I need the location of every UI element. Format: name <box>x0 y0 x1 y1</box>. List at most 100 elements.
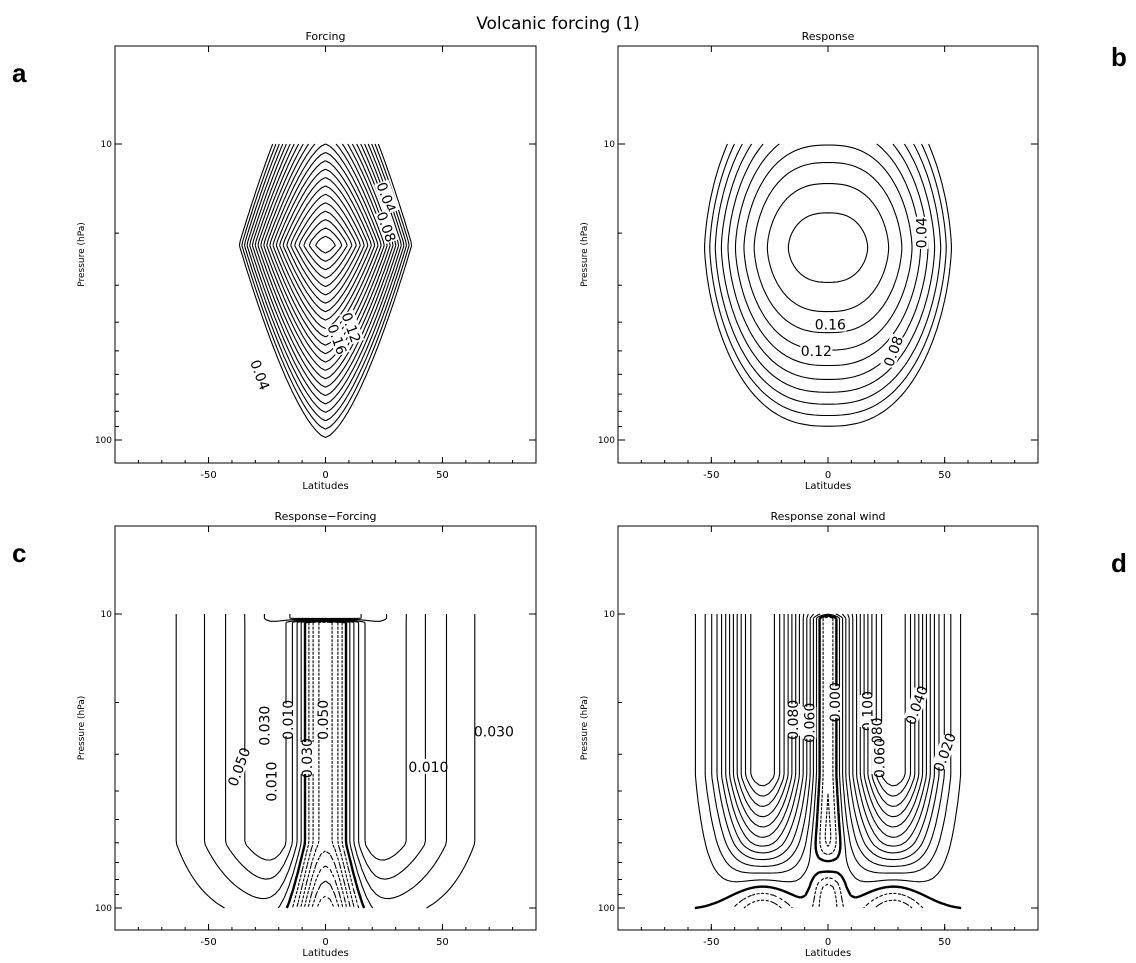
panel-title: Response <box>802 30 855 43</box>
contour-line <box>716 613 940 861</box>
contour-line <box>732 616 924 909</box>
contour-line <box>766 183 890 313</box>
contour-label-bg <box>827 686 842 719</box>
contour-label-bg <box>814 316 847 332</box>
contour-line <box>279 168 372 321</box>
plot-frame <box>617 45 1039 464</box>
contour-line <box>721 613 935 854</box>
contour-label-bg <box>903 687 929 723</box>
contour-line <box>709 143 947 417</box>
contour-label: 0.060 <box>802 703 818 743</box>
contour-lines <box>175 614 476 909</box>
y-tick-label: 10 <box>101 140 113 150</box>
contour-label: 0.050 <box>226 746 255 789</box>
x-axis-label: Latitudes <box>302 481 348 492</box>
contour-label: 0.12 <box>801 344 832 360</box>
panel-title: Forcing <box>305 30 345 43</box>
contour-label: 0.030 <box>474 725 514 741</box>
contour-line <box>225 614 426 880</box>
chart-panel-b: Response -50 0 50 10 100 Latitudes Pressure (hP… <box>580 30 1039 492</box>
contour-line <box>311 880 340 909</box>
contour-label: 0.020 <box>931 731 960 774</box>
x-axis-label: Latitudes <box>805 481 851 492</box>
contour-line <box>294 202 357 288</box>
contour-line <box>694 613 962 883</box>
contour-line <box>743 144 913 351</box>
chart-panel-a: Forcing -50 0 50 10 100 Latitudes Pressure (hPa… <box>77 30 537 492</box>
contour-line <box>243 143 408 422</box>
panel-letter-c: c <box>12 538 26 568</box>
contour-line <box>241 143 410 430</box>
y-axis-label: Pressure (hPa) <box>580 222 590 287</box>
panel-letter-b: b <box>1111 42 1127 72</box>
contour-label: 0.100 <box>861 691 877 731</box>
panel-letter-d: d <box>1111 548 1127 578</box>
y-tick-label: 100 <box>598 904 615 914</box>
contour-label-bg <box>880 333 906 369</box>
contour-label: 0.000 <box>828 682 844 722</box>
contour-line <box>260 143 391 371</box>
contour-line <box>704 613 952 874</box>
contour-line <box>727 143 929 380</box>
chart-panel-d: Response zonal wind -50 0 50 10 100 Latitudes P… <box>580 510 1039 959</box>
contour-line <box>704 143 952 427</box>
contour-label-bg <box>931 734 957 770</box>
x-tick-label: 50 <box>938 470 951 481</box>
y-axis-label: Pressure (hPa) <box>580 696 590 761</box>
plot-frame <box>114 45 537 464</box>
contour-label-bg <box>339 309 365 345</box>
contour-line <box>711 613 945 867</box>
x-tick-label: 0 <box>825 470 831 481</box>
y-tick-label: 10 <box>101 610 113 620</box>
x-tick-label: 50 <box>436 937 449 948</box>
contour-label-bg <box>374 209 400 245</box>
contour-line <box>275 160 376 329</box>
x-tick-label: 50 <box>436 470 449 481</box>
contour-line <box>238 143 413 438</box>
contour-label-bg <box>859 695 875 728</box>
x-tick-label: -50 <box>703 937 719 948</box>
y-tick-label: 10 <box>604 610 616 620</box>
contour-label: 0.010 <box>281 700 297 740</box>
contour-label-bg <box>412 758 445 774</box>
contour-label-bg <box>801 706 817 739</box>
contour-label-bg <box>247 357 274 393</box>
x-tick-label: -50 <box>703 470 719 481</box>
contour-line <box>720 143 936 393</box>
contour-line <box>269 143 382 346</box>
contour-label: 0.08 <box>881 334 907 369</box>
contour-line <box>316 895 335 909</box>
y-tick-label: 10 <box>604 140 616 150</box>
x-axis-label: Latitudes <box>805 948 851 959</box>
plot-frame <box>617 525 1039 931</box>
contour-label-bg <box>263 765 279 798</box>
contour-label-bg <box>315 703 331 736</box>
panel-title: Response zonal wind <box>770 510 885 523</box>
contour-line <box>307 865 344 909</box>
contour-label-bg <box>298 742 314 775</box>
contour-line <box>736 614 920 818</box>
y-tick-label: 100 <box>95 904 112 914</box>
contour-line <box>286 185 365 304</box>
contour-label-bg <box>871 742 887 775</box>
contour-label: 0.080 <box>786 700 802 740</box>
x-tick-label: -50 <box>200 470 216 481</box>
contour-label-bg <box>785 703 800 736</box>
contour-line <box>251 143 400 397</box>
x-tick-label: 0 <box>322 937 328 948</box>
chart-panel-c: Response−Forcing -50 0 50 10 100 Latitudes Pres… <box>77 510 537 959</box>
figure-title: Volcanic forcing (1) <box>476 14 640 34</box>
contour-label-bg <box>800 343 833 359</box>
contour-label: 0.030 <box>300 738 316 778</box>
contour-label-bg <box>913 216 929 249</box>
panel-letter-a: a <box>12 58 27 88</box>
contour-line <box>725 613 931 847</box>
contour-line <box>282 177 369 313</box>
contour-label: 0.060 <box>872 738 888 778</box>
contour-label: 0.04 <box>246 358 272 393</box>
x-tick-label: -50 <box>200 937 216 948</box>
contour-line <box>753 161 903 334</box>
contour-label-bg <box>256 709 272 742</box>
y-axis-label: Pressure (hPa) <box>77 222 87 287</box>
